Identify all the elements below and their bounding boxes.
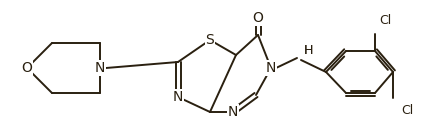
Text: N: N	[95, 61, 105, 75]
Text: N: N	[266, 61, 276, 75]
Text: O: O	[252, 11, 263, 25]
Text: Cl: Cl	[401, 103, 413, 117]
Text: Cl: Cl	[379, 13, 391, 27]
Text: H: H	[303, 44, 312, 56]
Text: H: H	[303, 44, 312, 56]
Text: S: S	[206, 33, 214, 47]
Text: N: N	[228, 105, 238, 119]
Text: N: N	[173, 90, 183, 104]
Text: O: O	[22, 61, 32, 75]
